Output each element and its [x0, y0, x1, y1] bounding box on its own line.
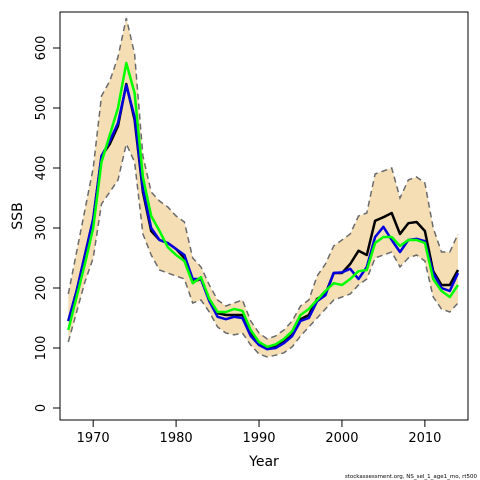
y-tick-label: 100 [34, 336, 49, 361]
credit-text: stockassessment.org, NS_sel_1_age1_mo, r… [345, 474, 478, 480]
y-tick-label: 200 [34, 276, 49, 301]
x-axis: 1970 1980 1990 2000 2010 [77, 419, 441, 446]
series-line-green [67, 61, 460, 349]
confidence-band [68, 18, 459, 357]
series-layer [67, 61, 460, 351]
y-tick-label: 0 [34, 404, 49, 412]
x-tick-label: 1980 [160, 431, 193, 446]
y-axis: 0 100 200 300 400 500 600 [34, 36, 61, 412]
x-tick-label: 1970 [77, 431, 110, 446]
y-tick-label: 400 [34, 156, 49, 181]
y-tick-label: 600 [34, 36, 49, 61]
confidence-band-layer [67, 17, 459, 358]
y-tick-label: 500 [34, 96, 49, 121]
y-axis-title: SSB [10, 202, 26, 229]
y-tick-label: 300 [34, 216, 49, 241]
x-tick-label: 1990 [242, 431, 275, 446]
x-tick-label: 2000 [325, 431, 358, 446]
x-axis-title: Year [248, 454, 279, 470]
band-lower-bound [67, 141, 459, 358]
series-line-blue [67, 83, 460, 351]
band-upper-bound [67, 17, 459, 340]
x-tick-label: 2010 [408, 431, 441, 446]
